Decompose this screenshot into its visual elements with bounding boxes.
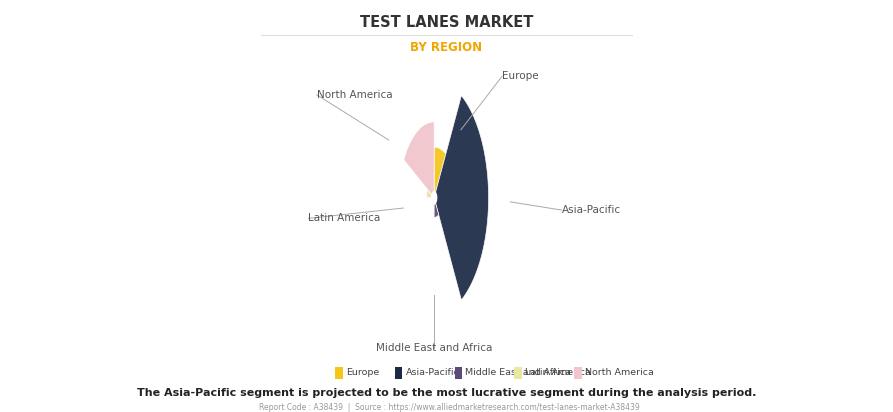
Polygon shape — [434, 147, 446, 198]
FancyBboxPatch shape — [335, 367, 343, 379]
Text: Middle East and Africa: Middle East and Africa — [376, 343, 492, 353]
Text: North America: North America — [317, 90, 392, 100]
Polygon shape — [404, 122, 434, 198]
Text: North America: North America — [585, 368, 654, 377]
Text: Middle East and Africa: Middle East and Africa — [465, 368, 572, 377]
Polygon shape — [426, 190, 434, 198]
FancyBboxPatch shape — [514, 367, 522, 379]
Text: Asia-Pacific: Asia-Pacific — [562, 205, 621, 215]
Text: Europe: Europe — [502, 71, 538, 81]
Text: Report Code : A38439  |  Source : https://www.alliedmarketresearch.com/test-lane: Report Code : A38439 | Source : https://… — [259, 403, 640, 412]
FancyBboxPatch shape — [574, 367, 581, 379]
Text: Latin America: Latin America — [525, 368, 591, 377]
Text: The Asia-Pacific segment is projected to be the most lucrative segment during th: The Asia-Pacific segment is projected to… — [137, 389, 756, 398]
FancyBboxPatch shape — [455, 367, 463, 379]
Text: TEST LANES MARKET: TEST LANES MARKET — [360, 15, 533, 30]
Text: Latin America: Latin America — [308, 213, 380, 223]
Text: Europe: Europe — [346, 368, 380, 377]
Text: Asia-Pacific: Asia-Pacific — [405, 368, 460, 377]
Polygon shape — [434, 198, 438, 218]
Text: BY REGION: BY REGION — [411, 41, 482, 54]
Polygon shape — [434, 96, 488, 300]
Polygon shape — [431, 191, 438, 205]
FancyBboxPatch shape — [395, 367, 403, 379]
